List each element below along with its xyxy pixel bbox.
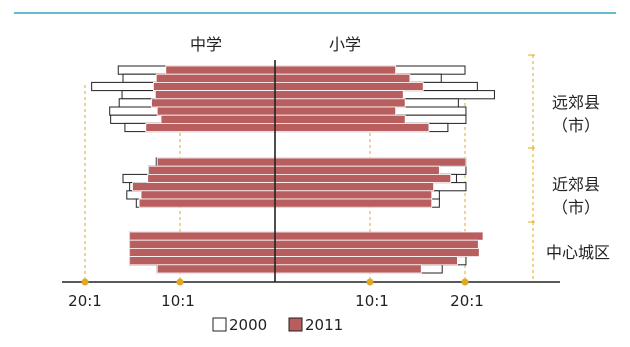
bar-2011-middle-school [145,123,276,133]
tick-marker [81,278,89,286]
group-label-far-suburb-line1: 远郊县 [552,93,600,112]
bar-2011-primary-school [274,65,397,75]
bar-2011-primary-school [274,198,433,208]
bar-2011-middle-school [151,98,276,108]
bar-2011-primary-school [274,190,433,200]
bar-2011-middle-school [129,247,276,257]
bar-2011-primary-school [274,157,467,167]
bar-2011-middle-school [138,198,276,208]
group-label-city-center: 中心城区 [546,243,610,262]
bar-2011-middle-school [156,106,276,116]
bar-2011-primary-school [274,182,435,192]
bar-2011-middle-school [152,82,276,92]
x-tick-label-left-10: 10:1 [161,292,195,310]
bar-2011-middle-school [147,173,276,183]
group-label-far-suburb-line2: （市） [552,116,600,135]
bar-2011-middle-school [154,90,276,100]
bar-2011-primary-school [274,82,424,92]
bar-2011-middle-school [155,73,276,83]
legend-swatch-2000 [212,317,227,332]
legend-swatch-2011 [288,317,303,332]
bar-2011-middle-school [129,239,276,249]
bar-2011-primary-school [274,256,458,266]
bar-2011-middle-school [140,190,276,200]
tick-marker [366,278,374,286]
bar-2011-primary-school [274,231,484,241]
bar-2011-primary-school [274,106,397,116]
right-panel-label: 小学 [329,35,361,54]
bar-2011-middle-school [165,65,276,75]
bar-2011-middle-school [132,182,276,192]
group-label-near-suburb-line1: 近郊县 [552,175,600,194]
bar-2011-middle-school [156,157,276,167]
x-tick-label-right-10: 10:1 [355,292,389,310]
left-panel-label: 中学 [190,35,222,54]
legend-label-2000: 2000 [229,316,267,334]
bar-2011-primary-school [274,114,406,124]
bar-2011-middle-school [129,256,276,266]
bar-2011-primary-school [274,90,404,100]
x-tick-label-left-20: 20:1 [68,292,102,310]
tick-marker [176,278,184,286]
bar-2011-primary-school [274,165,440,175]
bar-2011-middle-school [160,114,276,124]
legend-label-2011: 2011 [305,316,343,334]
bar-2011-primary-school [274,173,452,183]
group-brackets [528,54,535,282]
bar-2011-middle-school [148,165,276,175]
group-label-near-suburb-line2: （市） [552,198,600,217]
x-tick-label-right-20: 20:1 [450,292,484,310]
bar-2011-primary-school [274,239,479,249]
bar-2011-primary-school [274,247,480,257]
bar-2011-middle-school [129,231,276,241]
bar-2011-primary-school [274,73,411,83]
bar-2011-middle-school [156,264,276,274]
legend: 2000 2011 [212,316,343,334]
bar-2011-primary-school [274,123,430,133]
tick-marker [461,278,469,286]
tick-markers [81,278,469,286]
bar-2011-primary-school [274,98,406,108]
bar-2011-primary-school [274,264,422,274]
